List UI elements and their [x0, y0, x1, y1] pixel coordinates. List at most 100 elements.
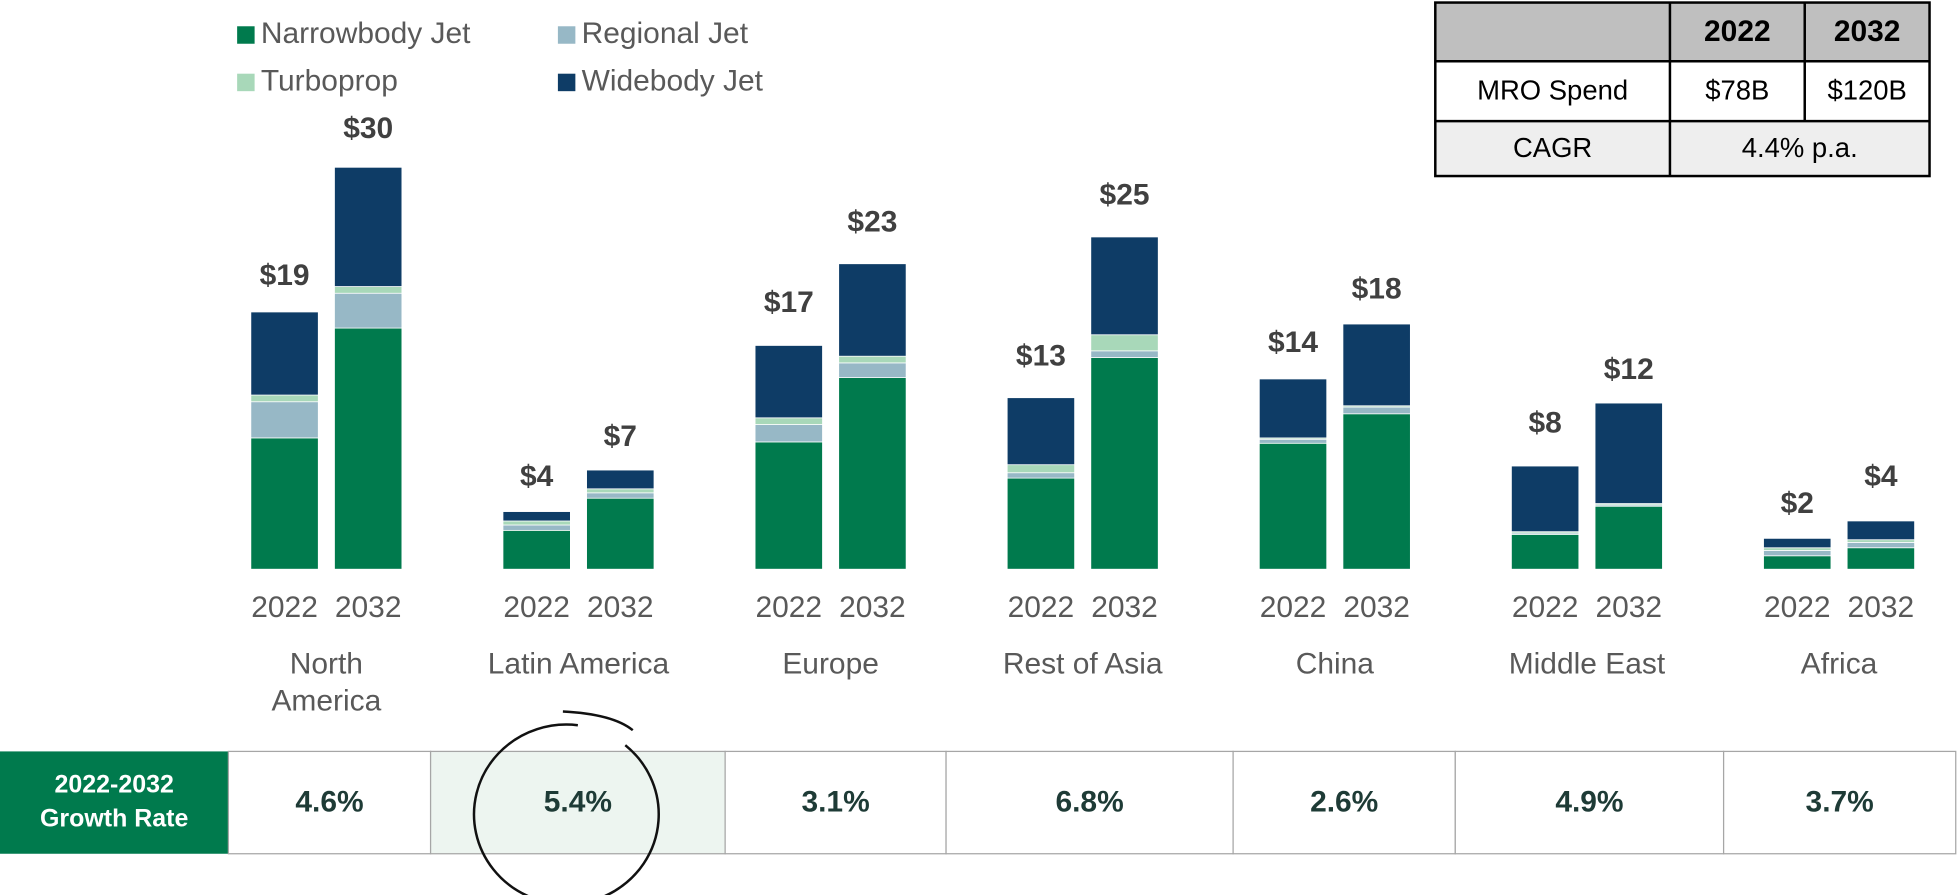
total-label: $13 — [1016, 340, 1066, 373]
bar-segment — [1006, 477, 1075, 570]
total-label: $14 — [1268, 326, 1318, 359]
table-cell: $120B — [1827, 75, 1906, 106]
growth-cell — [1454, 750, 1725, 855]
x-tick-label: 2022 — [1260, 591, 1327, 624]
bar-segment — [1511, 465, 1580, 533]
legend-label: Widebody Jet — [582, 64, 764, 97]
table-cell: CAGR — [1513, 132, 1592, 163]
total-label: $19 — [260, 259, 310, 292]
growth-cell — [724, 750, 947, 855]
growth-value: 4.9% — [1555, 786, 1623, 819]
annotation-circle — [472, 723, 660, 895]
total-label: $7 — [604, 420, 637, 453]
growth-value: 3.1% — [801, 786, 869, 819]
bar-segment — [1763, 555, 1832, 570]
bar-segment — [1342, 413, 1411, 570]
bar-segment — [1342, 406, 1411, 415]
region-label: Africa — [1801, 647, 1878, 680]
growth-value: 2.6% — [1310, 786, 1378, 819]
bar-segment — [838, 263, 907, 357]
bar-segment — [1090, 350, 1159, 358]
bar-segment — [250, 394, 319, 403]
bar-segment — [1511, 533, 1580, 570]
bar-segment — [754, 417, 823, 425]
bar-segment — [1342, 323, 1411, 407]
bar-segment — [754, 441, 823, 570]
growth-label: 2022-2032 Growth Rate — [40, 770, 188, 832]
bar-segment — [586, 469, 655, 490]
bar-segment — [1090, 236, 1159, 336]
bar-segment — [1846, 539, 1915, 543]
bar-segment — [250, 311, 319, 396]
bar-segment — [250, 401, 319, 439]
legend-label: Turboprop — [261, 64, 398, 97]
growth-cell — [1722, 750, 1957, 855]
bar-segment — [1006, 464, 1075, 474]
x-tick-label: 2032 — [1343, 591, 1410, 624]
summary-table — [1434, 1, 1931, 178]
bar-segment — [502, 511, 571, 522]
bar-segment — [1846, 547, 1915, 570]
growth-table — [0, 750, 1957, 855]
growth-value: 3.7% — [1806, 786, 1874, 819]
region-label: Middle East — [1509, 647, 1666, 680]
bar-segment — [754, 424, 823, 443]
bar-segment — [1006, 397, 1075, 466]
total-label: $30 — [343, 112, 393, 145]
region-label: North America — [271, 647, 381, 717]
bar-segment — [502, 529, 571, 570]
annotation-circle-tail — [562, 710, 634, 732]
growth-value: 6.8% — [1055, 786, 1123, 819]
region-label: Latin America — [488, 647, 670, 680]
bar-segment — [1594, 505, 1663, 570]
legend-swatch — [557, 26, 576, 44]
bar-segment — [754, 345, 823, 419]
region-label: Europe — [782, 647, 879, 680]
bar-segment — [502, 520, 571, 526]
table-header: 2032 — [1834, 15, 1901, 48]
bar-segment — [334, 292, 403, 329]
bar-segment — [838, 377, 907, 570]
bar-segment — [334, 327, 403, 570]
growth-value: 4.6% — [295, 786, 363, 819]
growth-cell — [429, 750, 726, 855]
x-tick-label: 2032 — [335, 591, 402, 624]
cagr-row — [1435, 121, 1930, 177]
x-tick-label: 2032 — [1091, 591, 1158, 624]
total-label: $25 — [1100, 179, 1150, 212]
bar-segment — [1258, 378, 1328, 439]
bar-segment — [1090, 357, 1159, 570]
growth-cell — [227, 750, 432, 855]
total-label: $2 — [1781, 487, 1814, 520]
total-label: $23 — [847, 206, 897, 239]
total-label: $18 — [1352, 273, 1402, 306]
total-label: $12 — [1604, 353, 1654, 386]
bar-segment — [1594, 402, 1663, 504]
bar-segment — [250, 437, 319, 570]
legend-swatch — [237, 26, 255, 44]
legend-label: Narrowbody Jet — [261, 17, 471, 50]
x-tick-label: 2032 — [1848, 591, 1915, 624]
table-cell: $78B — [1705, 75, 1769, 106]
bar-segment — [1258, 438, 1328, 444]
bar-segment — [334, 286, 403, 294]
legend-swatch — [557, 73, 576, 92]
table-cell: MRO Spend — [1477, 75, 1628, 106]
bar-segment — [1846, 542, 1915, 549]
x-tick-label: 2022 — [1008, 591, 1075, 624]
total-label: $4 — [1864, 460, 1898, 493]
bar-segment — [334, 166, 403, 287]
legend-swatch — [237, 73, 255, 92]
x-tick-label: 2032 — [587, 591, 654, 624]
total-label: $17 — [764, 286, 814, 319]
table-cell: 4.4% p.a. — [1742, 132, 1858, 163]
growth-cell — [1232, 750, 1456, 855]
bar-segment — [838, 355, 907, 364]
bar-segment — [1763, 538, 1832, 549]
bar-segment — [1846, 520, 1915, 541]
table-border — [1434, 1, 1931, 178]
total-label: $4 — [520, 460, 554, 493]
bar-segment — [1006, 472, 1075, 479]
